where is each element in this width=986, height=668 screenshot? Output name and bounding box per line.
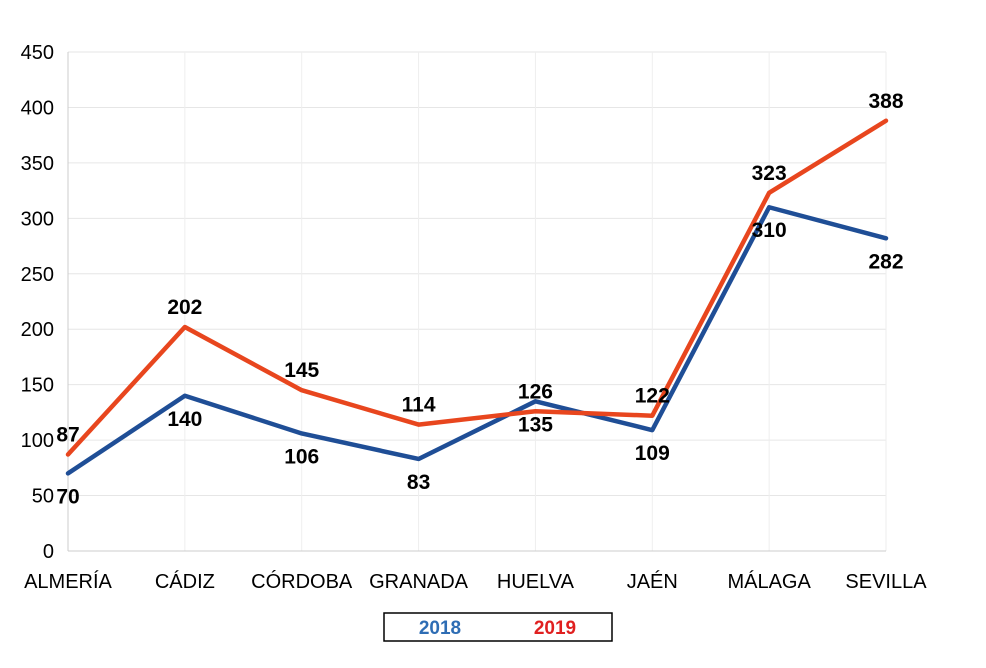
data-label-2018: 282 [868, 250, 903, 273]
legend-box [383, 612, 613, 642]
x-tick-label: HUELVA [497, 571, 575, 593]
x-tick-label: JAÉN [627, 570, 678, 593]
y-tick-labels: 0 50 100 150 200 250 300 350 400 450 [21, 42, 54, 563]
grid-lines [68, 51, 887, 551]
x-tick-label: MÁLAGA [727, 570, 811, 593]
data-label-2019: 388 [868, 90, 903, 113]
y-tick-label: 100 [21, 430, 54, 452]
y-tick-label: 300 [21, 208, 54, 230]
data-label-2018: 135 [518, 413, 553, 436]
x-tick-label: SEVILLA [845, 571, 927, 593]
data-label-2019: 126 [518, 380, 553, 403]
axes [67, 52, 886, 552]
data-label-2018: 83 [407, 471, 430, 494]
y-tick-label: 50 [32, 486, 54, 508]
data-label-2018: 140 [167, 408, 202, 431]
x-tick-label: CÓRDOBA [251, 570, 353, 593]
data-label-2019: 202 [167, 296, 202, 319]
y-tick-label: 0 [43, 541, 54, 563]
series-line-2019 [65, 118, 889, 457]
data-labels: 70 140 106 83 135 109 310 282 87 202 145 114 126 122 3… [56, 90, 904, 509]
legend-entry-2019: 2019 [534, 618, 576, 639]
series-lines [65, 118, 889, 476]
data-label-2018: 70 [56, 485, 79, 508]
y-tick-label: 450 [21, 42, 54, 64]
data-label-2018: 106 [284, 445, 319, 468]
data-label-2019: 122 [635, 385, 670, 408]
x-tick-label: CÁDIZ [155, 570, 215, 593]
y-tick-label: 400 [21, 97, 54, 119]
y-tick-label: 200 [21, 319, 54, 341]
y-tick-label: 250 [21, 264, 54, 286]
legend: 2018 2019 [383, 612, 613, 642]
legend-entry-2018: 2018 [419, 618, 461, 639]
data-label-2018: 310 [752, 219, 787, 242]
data-label-2019: 145 [284, 359, 319, 382]
y-tick-label: 150 [21, 375, 54, 397]
data-label-2018: 109 [635, 442, 670, 465]
y-tick-label: 350 [21, 153, 54, 175]
data-label-2019: 114 [402, 394, 436, 417]
x-tick-label: GRANADA [369, 571, 469, 593]
data-label-2019: 323 [752, 162, 787, 185]
data-label-2019: 87 [56, 424, 79, 447]
x-tick-labels: ALMERÍA CÁDIZ CÓRDOBA GRANADA HUELVA JAÉN MÁLA… [24, 570, 927, 593]
series-line-2018 [65, 204, 889, 476]
x-tick-label: ALMERÍA [24, 570, 112, 593]
